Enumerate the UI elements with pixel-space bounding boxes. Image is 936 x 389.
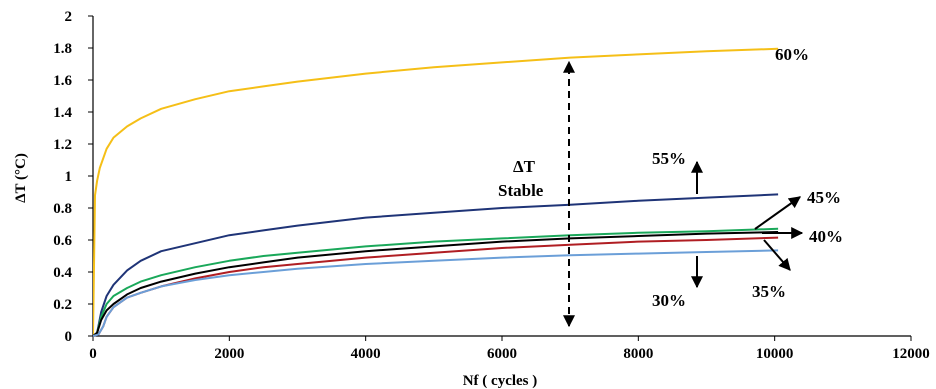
series-line-s55 [93, 193, 779, 337]
label-40: 40% [809, 227, 843, 246]
y-tick-label: 1 [65, 169, 73, 185]
y-tick-label: 1.6 [53, 73, 72, 89]
arrow-45 [754, 196, 801, 230]
y-tick-label: 1.8 [53, 41, 72, 57]
x-tick-label: 6000 [487, 346, 517, 362]
y-tick-label: 0.2 [53, 297, 72, 313]
x-axis-title: Nf ( cycles ) [463, 373, 538, 389]
label-30: 30% [652, 291, 686, 310]
label-60: 60% [775, 45, 809, 64]
label-35: 35% [752, 282, 786, 301]
arrow-35 [763, 239, 791, 271]
y-tick-label: 1.2 [53, 137, 72, 153]
x-tick-label: 8000 [623, 346, 653, 362]
y-tick-label: 0 [65, 329, 73, 345]
x-tick-label: 12000 [892, 346, 930, 362]
y-tick-label: 0.6 [53, 233, 72, 249]
series-line-s60 [93, 47, 779, 337]
delta-t-label: ΔT [513, 157, 536, 176]
x-tick-label: 10000 [756, 346, 794, 362]
x-ticks: 0 2000 4000 6000 8000 10000 12000 [89, 336, 930, 362]
y-tick-label: 1.4 [53, 105, 72, 121]
label-55: 55% [652, 149, 686, 168]
y-tick-label: 0.4 [53, 265, 72, 281]
axes: 0 0.2 0.4 0.6 0.8 1 1.2 1.4 1.6 1.8 2 0 2000 4000 600… [53, 9, 930, 362]
label-45: 45% [807, 188, 841, 207]
y-tick-label: 2 [65, 9, 73, 25]
y-ticks: 0 0.2 0.4 0.6 0.8 1 1.2 1.4 1.6 1.8 2 [53, 9, 93, 345]
series-line-s40 [93, 231, 779, 337]
series-line-s45 [93, 227, 779, 337]
x-tick-label: 4000 [351, 346, 381, 362]
x-tick-label: 2000 [214, 346, 244, 362]
delta-t-stable-label: Stable [498, 181, 544, 200]
y-axis-title: ΔT (°C) [13, 153, 29, 203]
x-tick-label: 0 [89, 346, 97, 362]
y-tick-label: 0.8 [53, 201, 72, 217]
